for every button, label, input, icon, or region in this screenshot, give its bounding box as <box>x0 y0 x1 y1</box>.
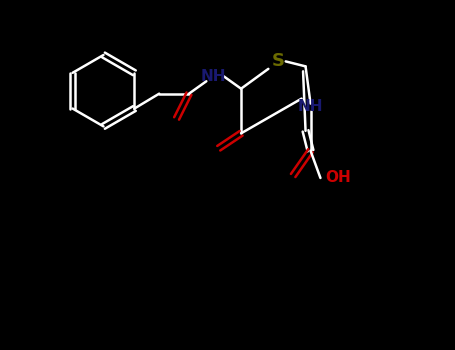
Text: S: S <box>272 52 285 70</box>
Text: NH: NH <box>298 99 323 113</box>
Text: NH: NH <box>201 69 227 84</box>
Text: OH: OH <box>325 170 351 186</box>
